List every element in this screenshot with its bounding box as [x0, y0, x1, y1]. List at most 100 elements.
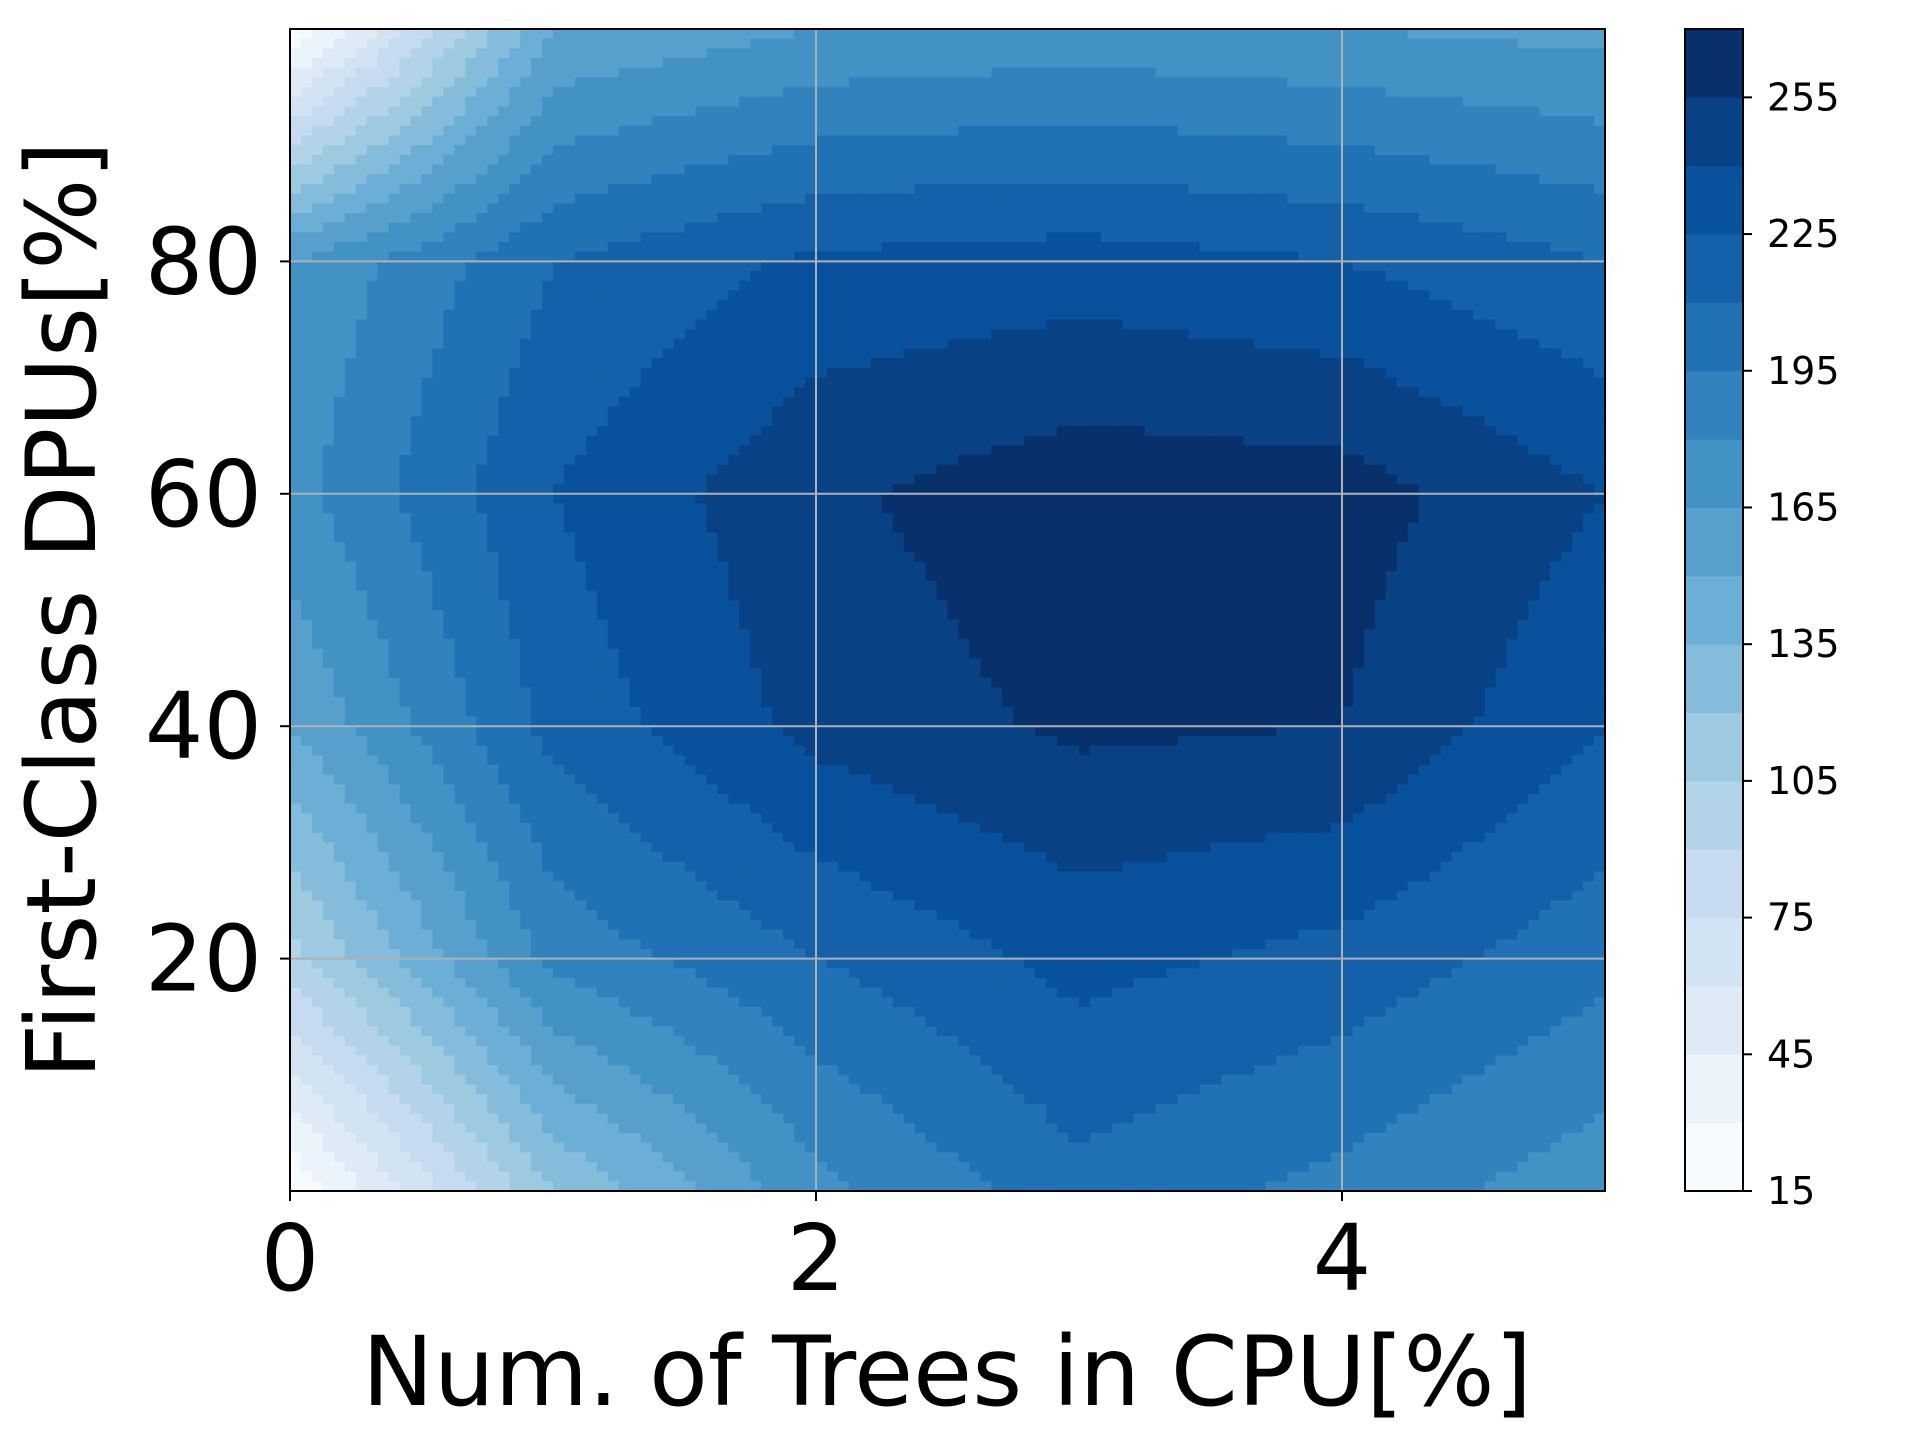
contour-cell [651, 426, 664, 437]
contour-cell [662, 396, 675, 408]
contour-cell [1528, 416, 1540, 427]
contour-cell [772, 377, 784, 388]
contour-cell [728, 222, 740, 233]
contour-cell [1407, 280, 1420, 292]
contour-cell [783, 338, 795, 350]
contour-cell [1484, 416, 1497, 427]
contour-cell [728, 193, 740, 204]
contour-cell [1166, 261, 1179, 272]
contour-cell [596, 319, 609, 330]
contour-cell [1517, 348, 1529, 359]
contour-cell [903, 67, 916, 79]
contour-cell [1057, 106, 1069, 117]
contour-cell [1232, 48, 1244, 59]
contour-cell [454, 426, 466, 437]
contour-cell [1396, 271, 1409, 282]
contour-cell [629, 406, 642, 417]
contour-cell [991, 290, 1003, 301]
contour-cell [574, 96, 587, 108]
contour-cell [421, 338, 434, 350]
contour-cell [498, 164, 510, 175]
contour-cell [1374, 358, 1387, 369]
contour-cell [1451, 38, 1464, 49]
contour-cell [1079, 290, 1091, 301]
contour-cell [662, 416, 675, 427]
contour-cell [816, 319, 828, 330]
contour-cell [1144, 29, 1157, 40]
contour-cell [651, 38, 664, 49]
contour-cell [1462, 193, 1475, 204]
contour-cell [574, 416, 587, 427]
contour-cell [772, 348, 784, 359]
contour-cell [1068, 338, 1080, 350]
contour-cell [794, 406, 806, 417]
contour-cell [421, 116, 434, 127]
contour-cell [750, 416, 762, 427]
contour-cell [958, 67, 971, 79]
contour-cell [1243, 38, 1255, 49]
contour-cell [1177, 145, 1190, 156]
contour-cell [574, 58, 587, 69]
contour-cell [1320, 106, 1332, 117]
contour-cell [1342, 271, 1354, 282]
contour-cell [914, 338, 927, 350]
contour-cell [520, 338, 532, 350]
contour-cell [1068, 329, 1080, 340]
contour-cell [1057, 338, 1069, 350]
contour-cell [816, 106, 828, 117]
contour-cell [772, 87, 784, 98]
contour-cell [1265, 338, 1277, 350]
contour-cell [509, 261, 521, 272]
contour-cell [1473, 106, 1486, 117]
contour-cell [1561, 174, 1573, 185]
contour-cell [596, 426, 609, 437]
contour-cell [563, 396, 576, 408]
contour-cell [761, 358, 773, 369]
contour-cell [1089, 48, 1102, 59]
contour-cell [958, 416, 971, 427]
contour-cell [826, 290, 839, 301]
contour-cell [542, 338, 554, 350]
contour-cell [432, 29, 445, 40]
contour-cell [859, 232, 872, 243]
contour-cell [1385, 367, 1398, 379]
contour-cell [870, 242, 883, 253]
contour-cell [377, 106, 390, 117]
contour-cell [1057, 348, 1069, 359]
contour-cell [892, 222, 905, 233]
contour-cell [826, 358, 839, 369]
contour-cell [1287, 261, 1299, 272]
contour-cell [1451, 280, 1464, 292]
contour-cell [531, 338, 543, 350]
contour-cell [684, 164, 697, 175]
contour-cell [1144, 319, 1157, 330]
contour-cell [958, 116, 971, 127]
contour-cell [1057, 193, 1069, 204]
contour-cell [695, 406, 708, 417]
contour-cell [969, 377, 981, 388]
contour-cell [640, 251, 653, 262]
contour-cell [980, 77, 992, 88]
contour-cell [1495, 116, 1507, 127]
contour-cell [432, 77, 445, 88]
contour-cell [914, 396, 927, 408]
contour-cell [695, 309, 708, 321]
contour-cell [1363, 319, 1376, 330]
contour-cell [1100, 319, 1113, 330]
contour-cell [859, 38, 872, 49]
contour-cell [311, 193, 324, 204]
contour-cell [903, 319, 916, 330]
contour-cell [1342, 96, 1354, 108]
contour-cell [750, 406, 762, 417]
contour-cell [684, 416, 697, 427]
contour-cell [553, 48, 565, 59]
contour-cell [1144, 416, 1157, 427]
contour-cell [991, 77, 1003, 88]
contour-cell [805, 48, 817, 59]
contour-cell [465, 280, 477, 292]
contour-cell [772, 261, 784, 272]
contour-cell [1276, 338, 1288, 350]
contour-cell [1046, 116, 1058, 127]
contour-cell [805, 77, 817, 88]
contour-cell [1583, 183, 1595, 195]
